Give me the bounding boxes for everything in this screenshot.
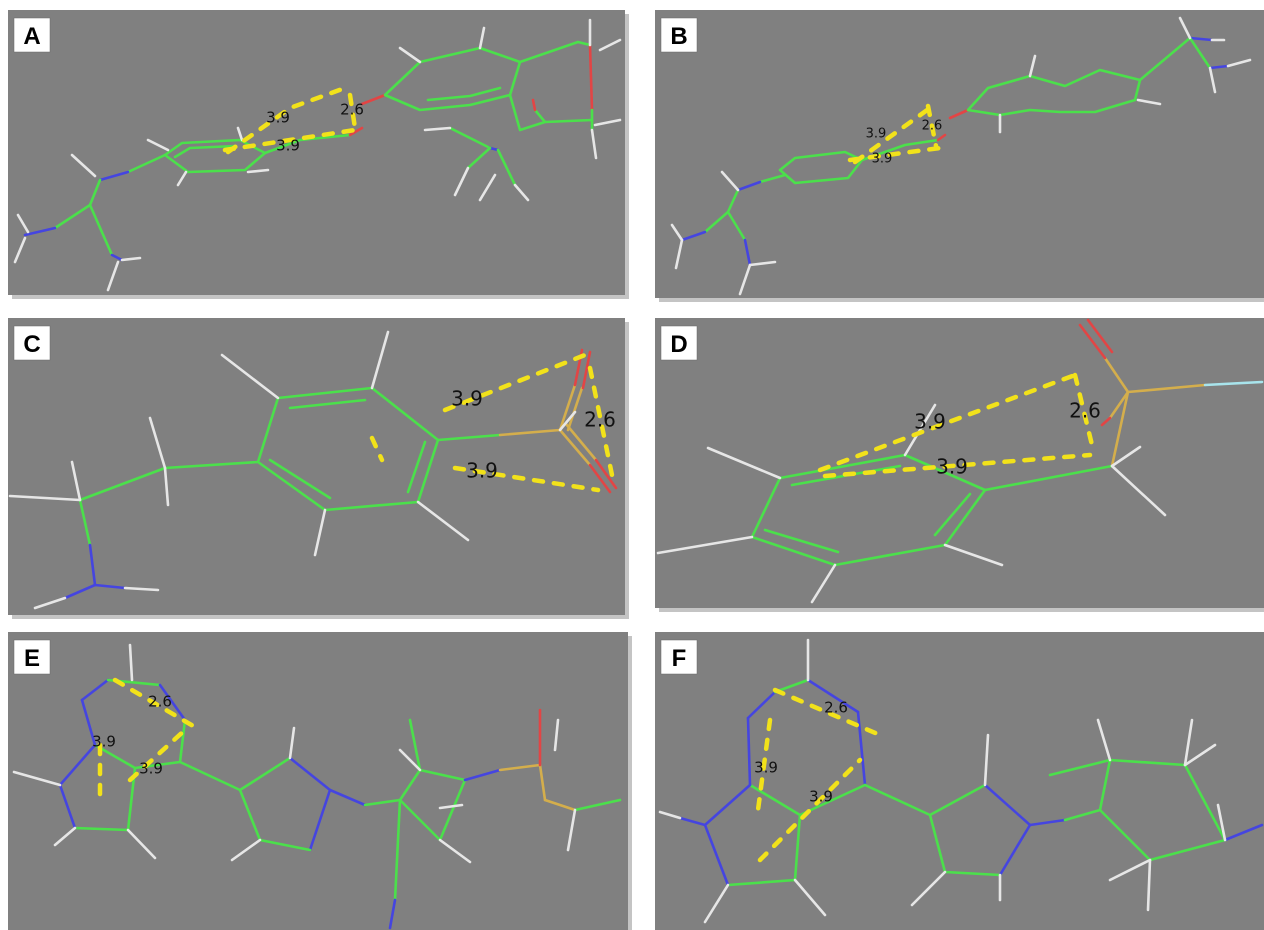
distance-label: 3.9 (914, 410, 946, 434)
panel-background (655, 632, 1264, 930)
distance-label: 2.6 (824, 699, 848, 717)
panel: D 3.9 2.6 3.9 (655, 318, 1264, 612)
distance-label: 3.9 (466, 459, 498, 483)
distance-label: 3.9 (92, 733, 116, 751)
distance-label: 3.9 (872, 152, 893, 167)
distance-label: 3.9 (754, 759, 778, 777)
distance-label: 3.9 (276, 137, 300, 155)
distance-label: 3.9 (866, 127, 887, 142)
panel: A 3.9 2.6 3.9 (8, 10, 629, 299)
panel: C 3.9 2.6 3.9 (8, 318, 629, 619)
distance-label: 3.9 (451, 387, 483, 411)
distance-label: 3.9 (139, 760, 163, 778)
panel: E 2.6 3.9 3.9 (8, 632, 632, 930)
panel-label: B (670, 23, 687, 50)
panel-label: C (23, 331, 40, 358)
distance-label: 3.9 (809, 788, 833, 806)
panel: B 3.9 2.6 3.9 (655, 10, 1264, 302)
distance-label: 2.6 (584, 408, 616, 432)
distance-label: 3.9 (936, 455, 968, 479)
distance-label: 3.9 (266, 109, 290, 127)
distance-label: 2.6 (148, 693, 172, 711)
panel-background (8, 318, 625, 615)
distance-label: 2.6 (922, 119, 943, 134)
panel-background (8, 10, 625, 295)
distance-label: 2.6 (340, 101, 364, 119)
panel-label: F (672, 645, 687, 672)
panel-label: A (23, 23, 40, 50)
panel-label: D (670, 331, 687, 358)
distance-label: 2.6 (1069, 399, 1101, 423)
figure: A 3.9 2.6 3.9 B 3.9 2.6 3.9 C 3.9 2.6 3.9 D 3.9 2.6 3.9… (0, 0, 1264, 930)
panel-label: E (24, 645, 40, 672)
panel: F 2.6 3.9 3.9 (655, 632, 1264, 930)
